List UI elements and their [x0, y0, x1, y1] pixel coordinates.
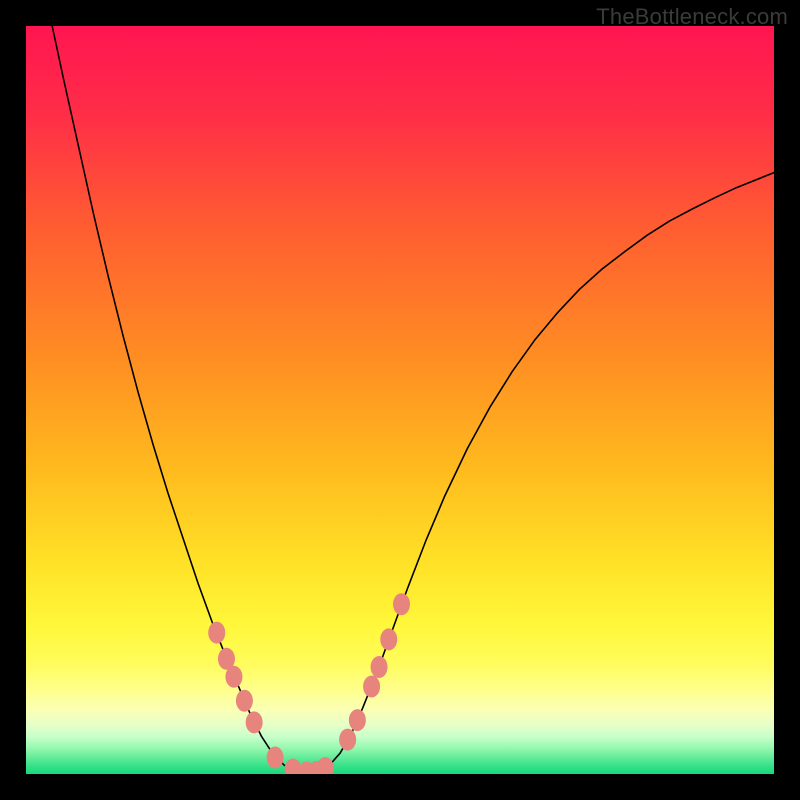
watermark-text: TheBottleneck.com	[596, 4, 788, 30]
plot-area	[26, 26, 774, 774]
chart-svg	[26, 26, 774, 774]
chart-frame: TheBottleneck.com	[0, 0, 800, 800]
